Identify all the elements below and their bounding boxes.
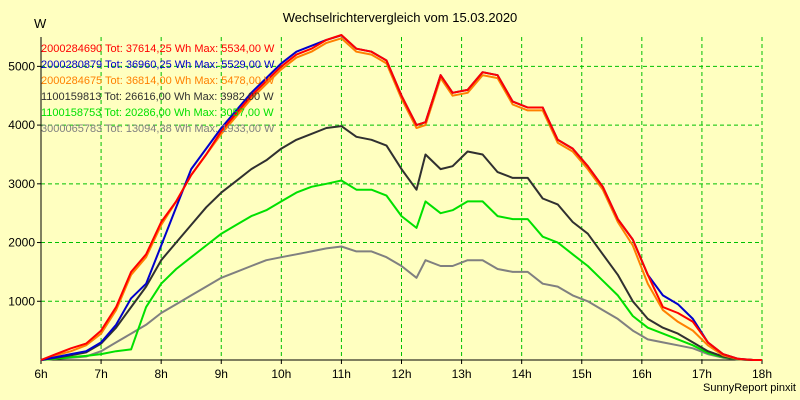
y-tick-label: 3000 [8, 177, 35, 191]
series-line-1 [40, 34, 762, 361]
x-tick-label: 7h [94, 367, 107, 381]
x-tick-label: 15h [572, 367, 592, 381]
series-line-3 [40, 37, 762, 361]
credit-text: SunnyReport pinxit [703, 382, 796, 394]
x-tick-label: 8h [154, 367, 167, 381]
x-tick-label: 6h [34, 367, 47, 381]
y-tick-label: 5000 [8, 59, 35, 73]
x-tick-label: 11h [332, 367, 351, 381]
y-tick-label: 2000 [8, 236, 35, 250]
x-tick-label: 12h [391, 367, 411, 381]
tick-labels: 6h 7h 8h 9h 10h 11h 12h 13h 14h 15h 16h 17h 18h 1000 2… [8, 59, 772, 381]
x-tick-label: 18h [752, 367, 772, 381]
y-tick-label: 1000 [8, 294, 35, 308]
x-tick-label: 9h [215, 367, 228, 381]
legend-entry-3: 2000284675 Tot: 36814,00 Wh Max: 5478,00… [41, 75, 275, 87]
series-line-6 [40, 245, 762, 361]
y-tick-label: 4000 [8, 118, 35, 132]
legend-entry-6: 3000065783 Tot: 13094,38 Wh Max: 1933,00… [41, 123, 275, 135]
grid-lines [41, 37, 763, 360]
series-line-5 [40, 179, 762, 361]
legend-entry-2: 2000280879 Tot: 36960,25 Wh Max: 5529,00… [41, 59, 275, 71]
x-tick-label: 10h [271, 367, 291, 381]
legend: 2000284690 Tot: 37614,25 Wh Max: 5534,00… [41, 41, 274, 137]
chart-title: Wechselrichtervergleich vom 15.03.2020 [282, 10, 518, 25]
legend-entry-4: 1100159813 Tot: 26616,00 Wh Max: 3982,00… [41, 91, 274, 103]
y-axis-unit: W [34, 16, 47, 31]
x-tick-label: 13h [452, 367, 472, 381]
legend-entry-5: 1100158753 Tot: 20286,00 Wh Max: 3057,00… [41, 107, 274, 119]
series-lines [40, 34, 762, 361]
legend-entry-1: 2000284690 Tot: 37614,25 Wh Max: 5534,00… [41, 43, 275, 55]
series-line-4 [40, 125, 762, 361]
x-tick-label: 17h [692, 367, 712, 381]
x-tick-label: 16h [632, 367, 652, 381]
axes [37, 37, 763, 364]
x-tick-label: 14h [512, 367, 532, 381]
